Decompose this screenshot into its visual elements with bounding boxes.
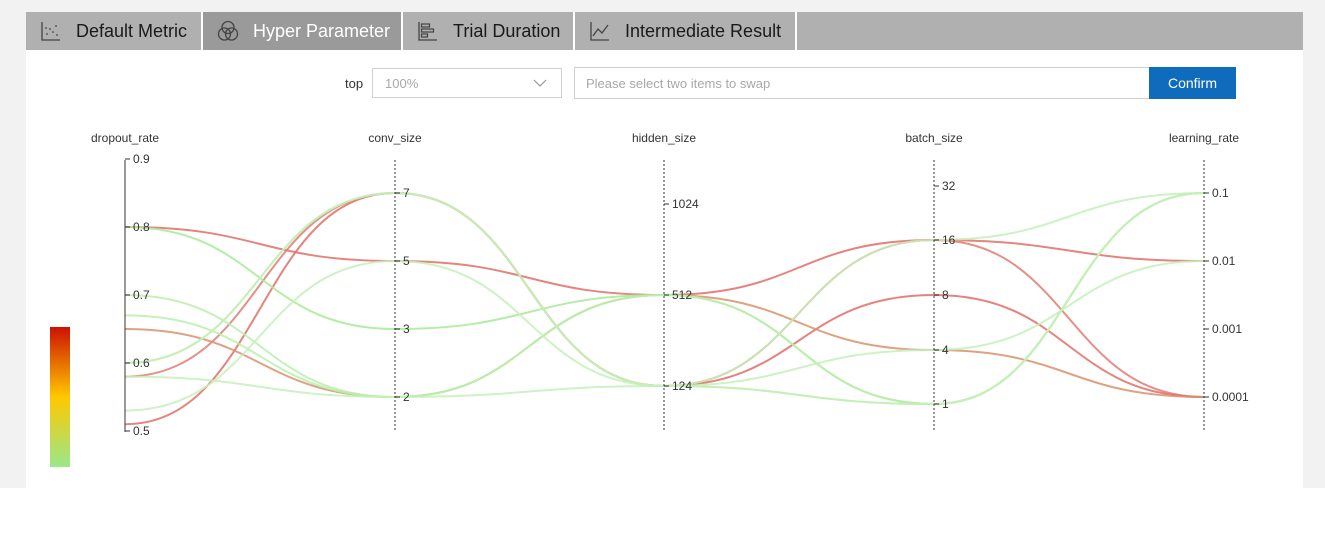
tick-label: 5 (403, 254, 410, 268)
tick-label: 3 (403, 322, 410, 336)
axis-title: learning_rate (1169, 131, 1239, 145)
axis-learning-rate[interactable]: learning_rate 0.0001 0.001 0.01 0.1 (1169, 131, 1249, 432)
axis-title: batch_size (905, 131, 963, 145)
tick-label: 1024 (672, 197, 699, 211)
axis-dropout-rate[interactable]: dropout_rate 0.5 0.6 0.7 0.8 0.9 (91, 131, 159, 438)
tick-label: 512 (672, 288, 692, 302)
top-select-value: 100% (385, 76, 419, 91)
tick-label: 0.01 (1212, 254, 1236, 268)
tick-label: 0.8 (133, 220, 150, 234)
trial-line[interactable] (124, 192, 1205, 399)
axis-batch-size[interactable]: batch_size 1 4 8 16 32 (905, 131, 963, 432)
tick-label: 0.6 (133, 356, 150, 370)
axis-title: hidden_size (632, 131, 696, 145)
tab-hyper-parameter[interactable]: Hyper Parameter (203, 12, 403, 50)
venn-diagram-icon (217, 20, 239, 42)
tick-label: 4 (942, 343, 949, 357)
axis-title: dropout_rate (91, 131, 159, 145)
scatter-chart-icon (40, 20, 62, 42)
axis-title: conv_size (368, 131, 422, 145)
axis-hidden-size[interactable]: hidden_size 124 512 1024 (632, 131, 699, 432)
tick-label: 0.5 (133, 424, 150, 438)
tab-label: Intermediate Result (625, 20, 782, 41)
tick-label: 2 (403, 390, 410, 404)
page-footer-area (0, 488, 1325, 549)
tick-label: 16 (942, 233, 956, 247)
tick-label: 1 (942, 397, 949, 411)
tab-label: Hyper Parameter (253, 20, 391, 41)
tick-label: 32 (942, 179, 956, 193)
tick-label: 0.9 (133, 152, 150, 166)
tab-bar: Default Metric Hyper Parameter Trial Dur… (26, 12, 1303, 50)
tick-label: 7 (403, 186, 410, 200)
tick-label: 124 (672, 379, 692, 393)
confirm-button[interactable]: Confirm (1149, 67, 1236, 99)
bar-chart-icon (417, 20, 439, 42)
tick-label: 8 (942, 288, 949, 302)
tab-intermediate-result[interactable]: Intermediate Result (575, 12, 797, 50)
tab-label: Trial Duration (453, 20, 561, 41)
tick-label: 0.001 (1212, 322, 1242, 336)
tab-trial-duration[interactable]: Trial Duration (403, 12, 575, 50)
line-chart-icon (589, 20, 611, 42)
tab-default-metric[interactable]: Default Metric (26, 12, 203, 50)
top-label: top (345, 76, 364, 91)
axis-conv-size[interactable]: conv_size 2 3 5 7 (368, 131, 422, 432)
tick-label: 0.7 (133, 288, 150, 302)
tick-label: 0.0001 (1212, 390, 1249, 404)
chevron-down-icon (533, 75, 547, 89)
color-scale-legend (50, 327, 70, 467)
swap-axes-input[interactable] (574, 67, 1150, 99)
trial-line[interactable] (124, 191, 1205, 388)
tick-label: 0.1 (1212, 186, 1229, 200)
top-percent-select[interactable]: 100% (372, 68, 562, 98)
tab-label: Default Metric (76, 20, 188, 41)
